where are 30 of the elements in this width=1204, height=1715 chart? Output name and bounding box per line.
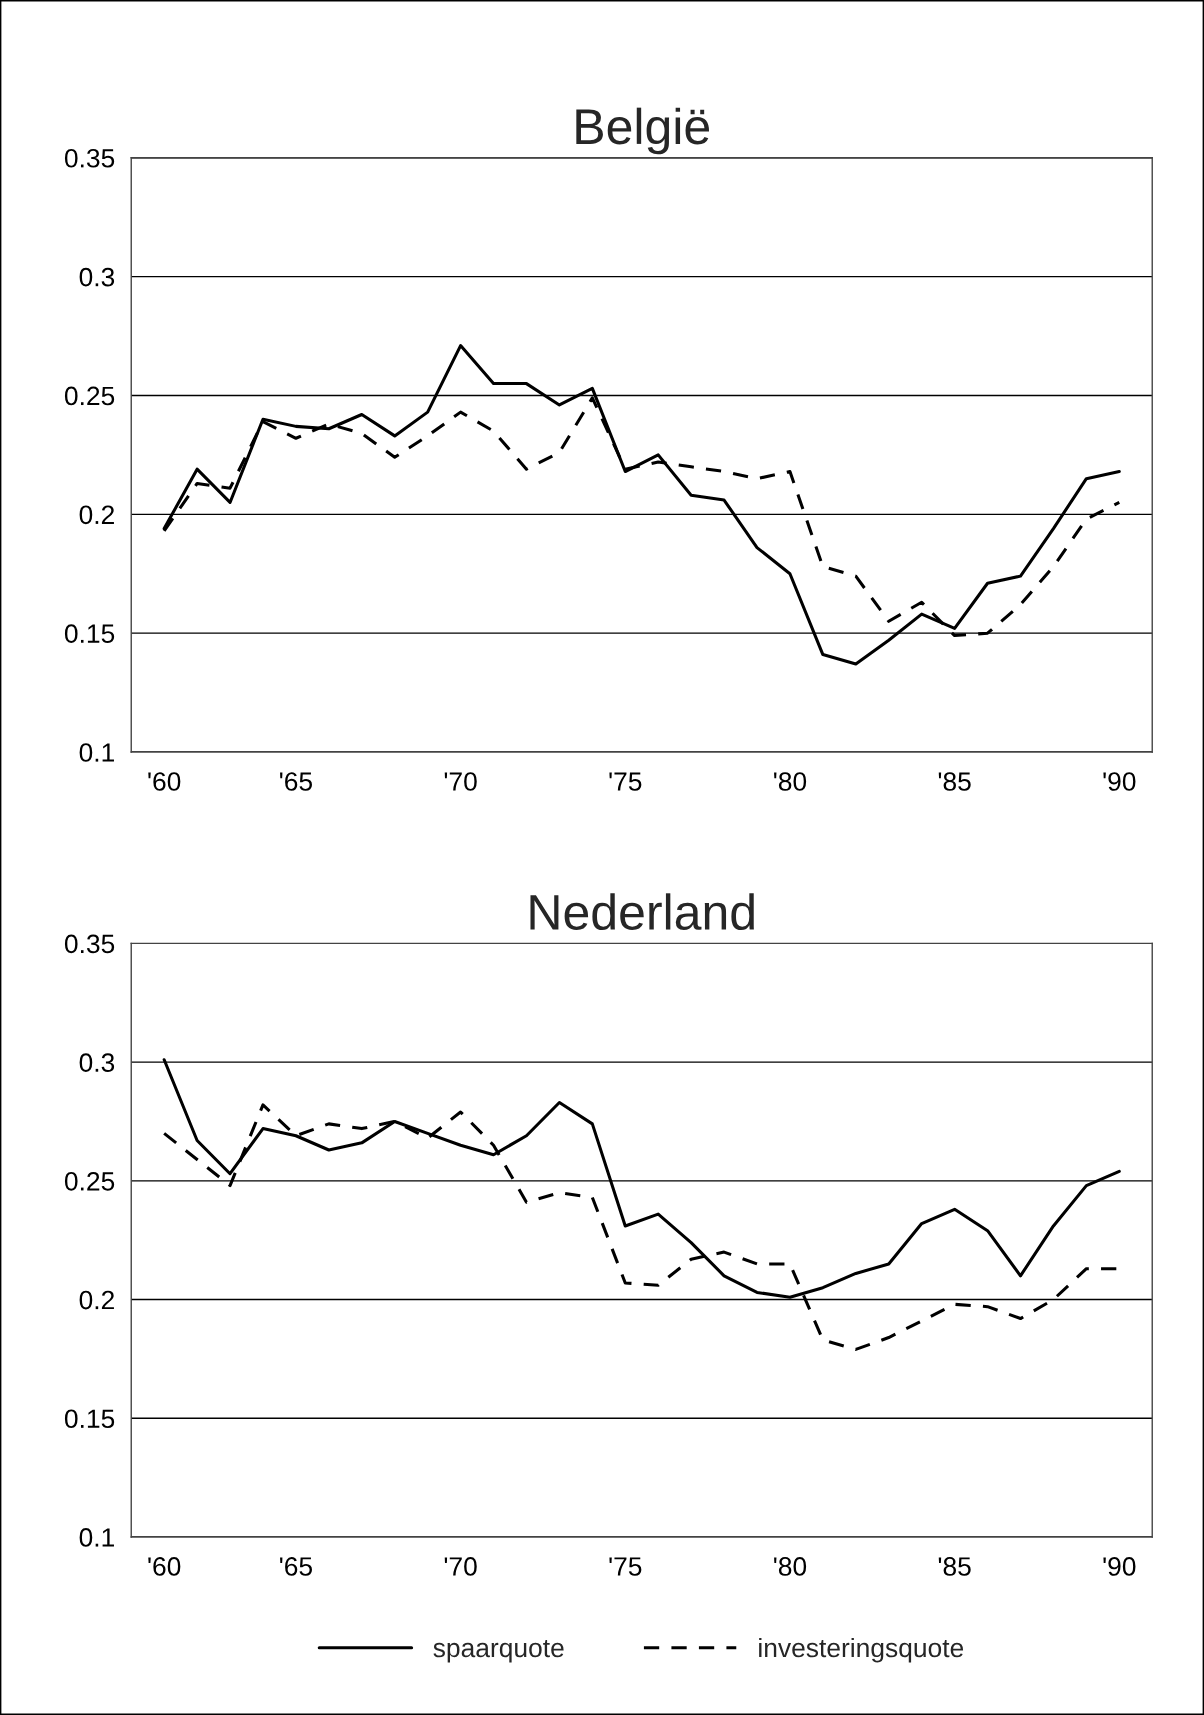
x-tick-label: '60 — [148, 1557, 181, 1576]
legend-label: spaarquote — [433, 1639, 564, 1663]
y-tick-label: 0.35 — [64, 934, 115, 954]
x-tick-label: '80 — [774, 1557, 807, 1576]
x-tick-label: '85 — [938, 1557, 971, 1576]
y-tick-label: 0.25 — [64, 386, 115, 406]
y-tick-label: 0.3 — [79, 267, 115, 287]
x-tick-label: '65 — [280, 1557, 312, 1576]
y-tick-label: 0.15 — [64, 1409, 115, 1429]
x-tick-label: '80 — [774, 772, 807, 791]
y-tick-label: 0.2 — [79, 1290, 114, 1310]
x-tick-label: '90 — [1103, 1557, 1136, 1576]
y-tick-label: 0.2 — [79, 505, 114, 525]
x-tick-label: '70 — [444, 772, 477, 791]
y-tick-label: 0.25 — [64, 1171, 115, 1191]
x-tick-label: '75 — [609, 772, 642, 791]
x-tick-label: '65 — [280, 772, 312, 791]
y-tick-label: 0.35 — [64, 148, 115, 168]
x-tick-label: '90 — [1103, 772, 1136, 791]
y-tick-label: 0.1 — [79, 1528, 114, 1547]
y-tick-label: 0.1 — [79, 743, 114, 762]
x-tick-label: '70 — [444, 1557, 477, 1576]
chart-title: België — [576, 107, 710, 155]
x-tick-label: '75 — [609, 1557, 642, 1576]
y-tick-label: 0.3 — [79, 1053, 115, 1072]
chart-title: Nederland — [530, 893, 754, 931]
x-tick-label: '85 — [938, 772, 971, 791]
legend-label: investeringsquote — [759, 1637, 964, 1663]
y-tick-label: 0.15 — [64, 624, 115, 643]
x-tick-label: '60 — [148, 772, 181, 791]
